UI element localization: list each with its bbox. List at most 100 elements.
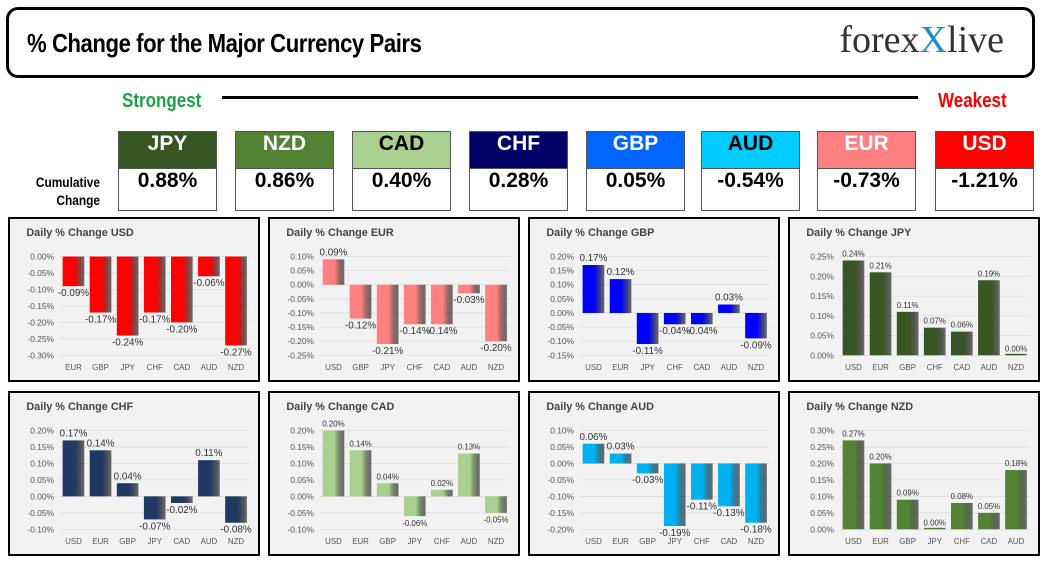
x-tick-label: NZD [1008, 363, 1025, 372]
data-label: 0.08% [951, 492, 973, 501]
bar-nzd [485, 284, 507, 342]
bar-gbp [116, 483, 139, 497]
x-tick-label: AUD [721, 363, 738, 372]
x-tick-label: JPY [640, 363, 655, 372]
y-tick-label: -0.20% [547, 524, 574, 534]
x-tick-label: JPY [928, 537, 943, 546]
x-tick-label: CAD [981, 537, 998, 546]
data-label: 0.00% [924, 518, 946, 527]
data-label: -0.18% [740, 525, 771, 536]
x-tick-label: CHF [667, 363, 683, 372]
data-label: 0.12% [607, 267, 635, 278]
bar-nzd [1005, 353, 1027, 356]
x-tick-label: USD [325, 537, 342, 546]
x-tick-label: CHF [147, 363, 163, 372]
y-tick-label: 0.15% [550, 266, 574, 276]
currency-name: JPY [119, 132, 216, 169]
x-tick-label: AUD [201, 537, 218, 546]
y-tick-label: 0.05% [290, 266, 314, 276]
bar-aud [458, 284, 480, 294]
currency-name: CHF [470, 132, 567, 169]
bar-eur [609, 279, 632, 313]
data-label: -0.12% [345, 320, 376, 331]
x-tick-label: JPY [120, 363, 135, 372]
data-label: 0.18% [1005, 459, 1027, 468]
data-label: -0.02% [166, 505, 197, 516]
y-tick-label: 0.05% [810, 331, 834, 341]
y-tick-label: -0.05% [547, 475, 574, 485]
bar-aud [1005, 470, 1027, 530]
x-tick-label: EUR [872, 537, 889, 546]
data-label: -0.14% [399, 326, 430, 337]
forexlive-logo: forexXlive [839, 19, 1004, 61]
x-tick-label: NZD [748, 537, 765, 546]
x-tick-label: CHF [434, 537, 450, 546]
y-tick-label: 0.20% [810, 271, 834, 281]
data-label: -0.04% [686, 326, 717, 337]
weakest-label: Weakest [938, 90, 1007, 112]
row-label-line2: Change [56, 192, 100, 208]
chart-title: Daily % Change CAD [286, 401, 394, 413]
ranking-box-gbp: GBP 0.05% [586, 131, 685, 211]
chart-svg: Daily % Change NZD 0.30% 0.25% 0.20% 0.15% 0.… [806, 401, 1030, 546]
data-label: -0.20% [480, 343, 511, 354]
bar-usd [582, 265, 605, 313]
y-tick-label: 0.00% [550, 458, 574, 468]
x-tick-label: AUD [461, 537, 478, 546]
bar-chf [430, 489, 453, 497]
y-tick-label: -0.10% [287, 524, 314, 534]
x-tick-label: NZD [228, 537, 245, 546]
y-tick-label: 0.10% [290, 251, 314, 261]
bar-gbp [636, 463, 659, 474]
y-tick-label: -0.25% [287, 350, 314, 360]
x-tick-label: EUR [352, 537, 369, 546]
bar-usd [62, 440, 85, 497]
currency-name: USD [936, 132, 1033, 169]
x-tick-label: CHF [954, 537, 970, 546]
bar-eur [869, 463, 892, 530]
y-tick-label: -0.05% [287, 508, 314, 518]
data-label: 0.19% [978, 269, 1000, 278]
bar-chf [950, 502, 973, 530]
data-label: 0.17% [579, 253, 607, 264]
chart-svg: Daily % Change GBP 0.20% 0.15% 0.10% 0.05% 0.… [546, 227, 772, 372]
y-tick-label: -0.15% [547, 508, 574, 518]
currency-name: EUR [818, 132, 915, 169]
x-tick-label: AUD [461, 363, 478, 372]
x-tick-label: AUD [201, 363, 218, 372]
bar-aud [718, 304, 740, 313]
chart-panel-0: Daily % Change USD 0.00% -0.05% -0.10% -0.15… [8, 217, 260, 382]
data-label: 0.27% [842, 429, 864, 438]
data-label: 0.09% [319, 247, 347, 258]
x-tick-label: JPY [380, 363, 395, 372]
x-tick-label: CHF [927, 363, 943, 372]
ranking-box-chf: CHF 0.28% [469, 131, 568, 211]
y-tick-label: 0.20% [290, 425, 314, 435]
bar-jpy [663, 463, 686, 527]
bar-usd [322, 259, 345, 285]
data-label: 0.13% [458, 443, 480, 452]
ranking-box-jpy: JPY 0.88% [118, 131, 217, 211]
y-tick-label: 0.10% [550, 425, 574, 435]
data-label: 0.00% [1005, 344, 1027, 353]
x-tick-label: EUR [65, 363, 82, 372]
x-tick-label: EUR [612, 363, 629, 372]
chart-title: Daily % Change GBP [546, 227, 654, 239]
data-label: 0.24% [842, 250, 864, 259]
bar-chf [923, 327, 946, 356]
data-label: -0.14% [426, 326, 457, 337]
y-tick-label: -0.10% [27, 524, 54, 534]
y-tick-label: 0.15% [30, 442, 54, 452]
data-label: -0.24% [112, 337, 143, 348]
y-tick-label: 0.05% [810, 508, 834, 518]
bar-nzd [225, 496, 247, 523]
data-label: 0.14% [349, 439, 371, 448]
x-tick-label: CAD [721, 537, 738, 546]
y-tick-label: 0.15% [810, 475, 834, 485]
bar-aud [458, 453, 480, 497]
bar-cad [950, 331, 973, 356]
chart-panel-2: Daily % Change GBP 0.20% 0.15% 0.10% 0.05% 0.… [528, 217, 780, 382]
chart-panel-5: Daily % Change CAD 0.20% 0.15% 0.10% 0.05% 0.… [268, 391, 520, 556]
data-label: 0.14% [87, 438, 115, 449]
chart-svg: Daily % Change CAD 0.20% 0.15% 0.10% 0.05% 0.… [286, 401, 510, 546]
